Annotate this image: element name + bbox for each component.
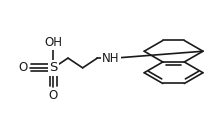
Text: S: S	[49, 61, 57, 74]
Text: O: O	[19, 61, 28, 74]
Text: NH: NH	[102, 52, 120, 65]
Text: O: O	[49, 89, 58, 102]
Text: OH: OH	[44, 36, 62, 49]
